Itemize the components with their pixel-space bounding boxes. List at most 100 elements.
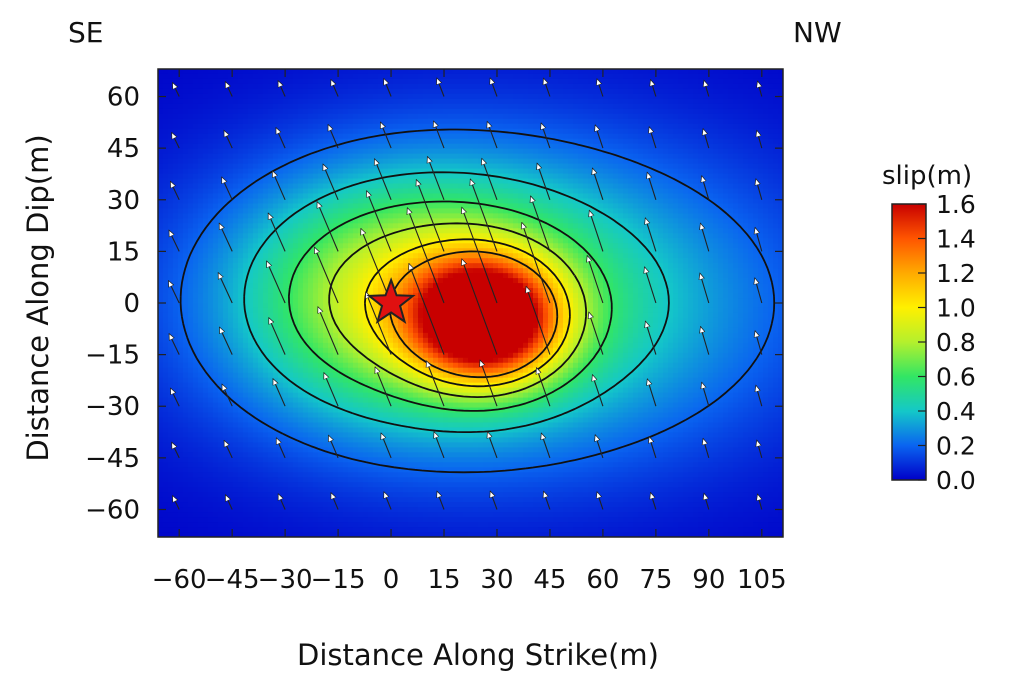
heatmap-cell [283, 243, 289, 249]
heatmap-cell [353, 412, 359, 419]
heatmap-cell [183, 352, 189, 359]
heatmap-cell [243, 362, 249, 369]
heatmap-cell [188, 78, 194, 85]
heatmap-cell [188, 457, 194, 463]
heatmap-cell [413, 357, 419, 364]
heatmap-cell [158, 198, 164, 205]
heatmap-cell [293, 153, 299, 160]
heatmap-cell [403, 138, 409, 145]
heatmap-cell [363, 123, 369, 130]
heatmap-cell [278, 123, 284, 130]
heatmap-cell [343, 492, 349, 498]
heatmap-cell [293, 258, 299, 264]
heatmap-cell [343, 133, 349, 140]
heatmap-cell [323, 392, 329, 399]
heatmap-cell [288, 447, 294, 453]
heatmap-cell [313, 407, 319, 414]
heatmap-cell [348, 327, 354, 334]
heatmap-cell [183, 253, 189, 259]
heatmap-cell [408, 307, 414, 314]
heatmap-cell [418, 317, 424, 324]
heatmap-cell [193, 397, 199, 404]
heatmap-cell [303, 303, 309, 309]
heatmap-cell [278, 357, 284, 364]
heatmap-cell [188, 93, 194, 100]
heatmap-cell [248, 307, 254, 314]
heatmap-cell [273, 193, 279, 200]
heatmap-cell [193, 288, 199, 294]
heatmap-cell [288, 253, 294, 259]
heatmap-cell [183, 83, 189, 90]
heatmap-cell [193, 402, 199, 409]
heatmap-cell [253, 527, 259, 533]
heatmap-cell [223, 307, 229, 314]
heatmap-cell [218, 372, 224, 379]
heatmap-cell [268, 332, 274, 339]
heatmap-cell [313, 123, 319, 130]
heatmap-cell [338, 233, 344, 239]
heatmap-cell [223, 69, 229, 75]
heatmap-cell [223, 352, 229, 359]
heatmap-cell [173, 407, 179, 414]
heatmap-cell [213, 327, 219, 334]
heatmap-cell [273, 143, 279, 150]
heatmap-cell [213, 268, 219, 274]
heatmap-cell [158, 532, 164, 537]
heatmap-cell [278, 228, 284, 234]
heatmap-cell [218, 268, 224, 274]
heatmap-cell [223, 477, 229, 483]
heatmap-cell [368, 183, 374, 190]
heatmap-cell [268, 522, 274, 528]
heatmap-cell [343, 482, 349, 488]
heatmap-cell [388, 178, 394, 185]
heatmap-cell [233, 342, 239, 349]
heatmap-cell [318, 452, 324, 458]
heatmap-cell [323, 73, 329, 80]
heatmap-cell [223, 163, 229, 170]
heatmap-cell [388, 238, 394, 244]
heatmap-cell [333, 108, 339, 115]
heatmap-cell [393, 457, 399, 463]
heatmap-cell [238, 437, 244, 444]
heatmap-cell [373, 507, 379, 513]
heatmap-cell [228, 442, 234, 448]
heatmap-cell [203, 467, 209, 473]
heatmap-cell [398, 103, 404, 110]
heatmap-cell [413, 153, 419, 160]
heatmap-cell [208, 462, 214, 468]
heatmap-cell [308, 188, 314, 195]
heatmap-cell [198, 322, 204, 329]
heatmap-cell [183, 228, 189, 234]
heatmap-cell [178, 447, 184, 453]
heatmap-cell [163, 268, 169, 274]
heatmap-cell [363, 128, 369, 135]
heatmap-cell [238, 193, 244, 200]
heatmap-cell [343, 168, 349, 175]
heatmap-cell [278, 69, 284, 75]
heatmap-cell [298, 183, 304, 190]
heatmap-cell [248, 502, 254, 508]
heatmap-cell [298, 397, 304, 404]
heatmap-cell [283, 377, 289, 384]
heatmap-cell [223, 437, 229, 444]
heatmap-cell [253, 317, 259, 324]
heatmap-cell [348, 392, 354, 399]
heatmap-cell [158, 253, 164, 259]
heatmap-cell [298, 223, 304, 229]
heatmap-cell [328, 457, 334, 463]
heatmap-cell [238, 487, 244, 493]
heatmap-cell [303, 238, 309, 244]
heatmap-cell [303, 447, 309, 453]
heatmap-cell [178, 123, 184, 130]
heatmap-cell [393, 168, 399, 175]
heatmap-cell [388, 422, 394, 429]
heatmap-cell [168, 422, 174, 429]
heatmap-cell [208, 517, 214, 523]
heatmap-cell [403, 487, 409, 493]
heatmap-cell [363, 223, 369, 229]
heatmap-cell [403, 303, 409, 309]
heatmap-cell [313, 108, 319, 115]
heatmap-cell [193, 457, 199, 463]
heatmap-cell [413, 248, 419, 254]
heatmap-cell [288, 502, 294, 508]
